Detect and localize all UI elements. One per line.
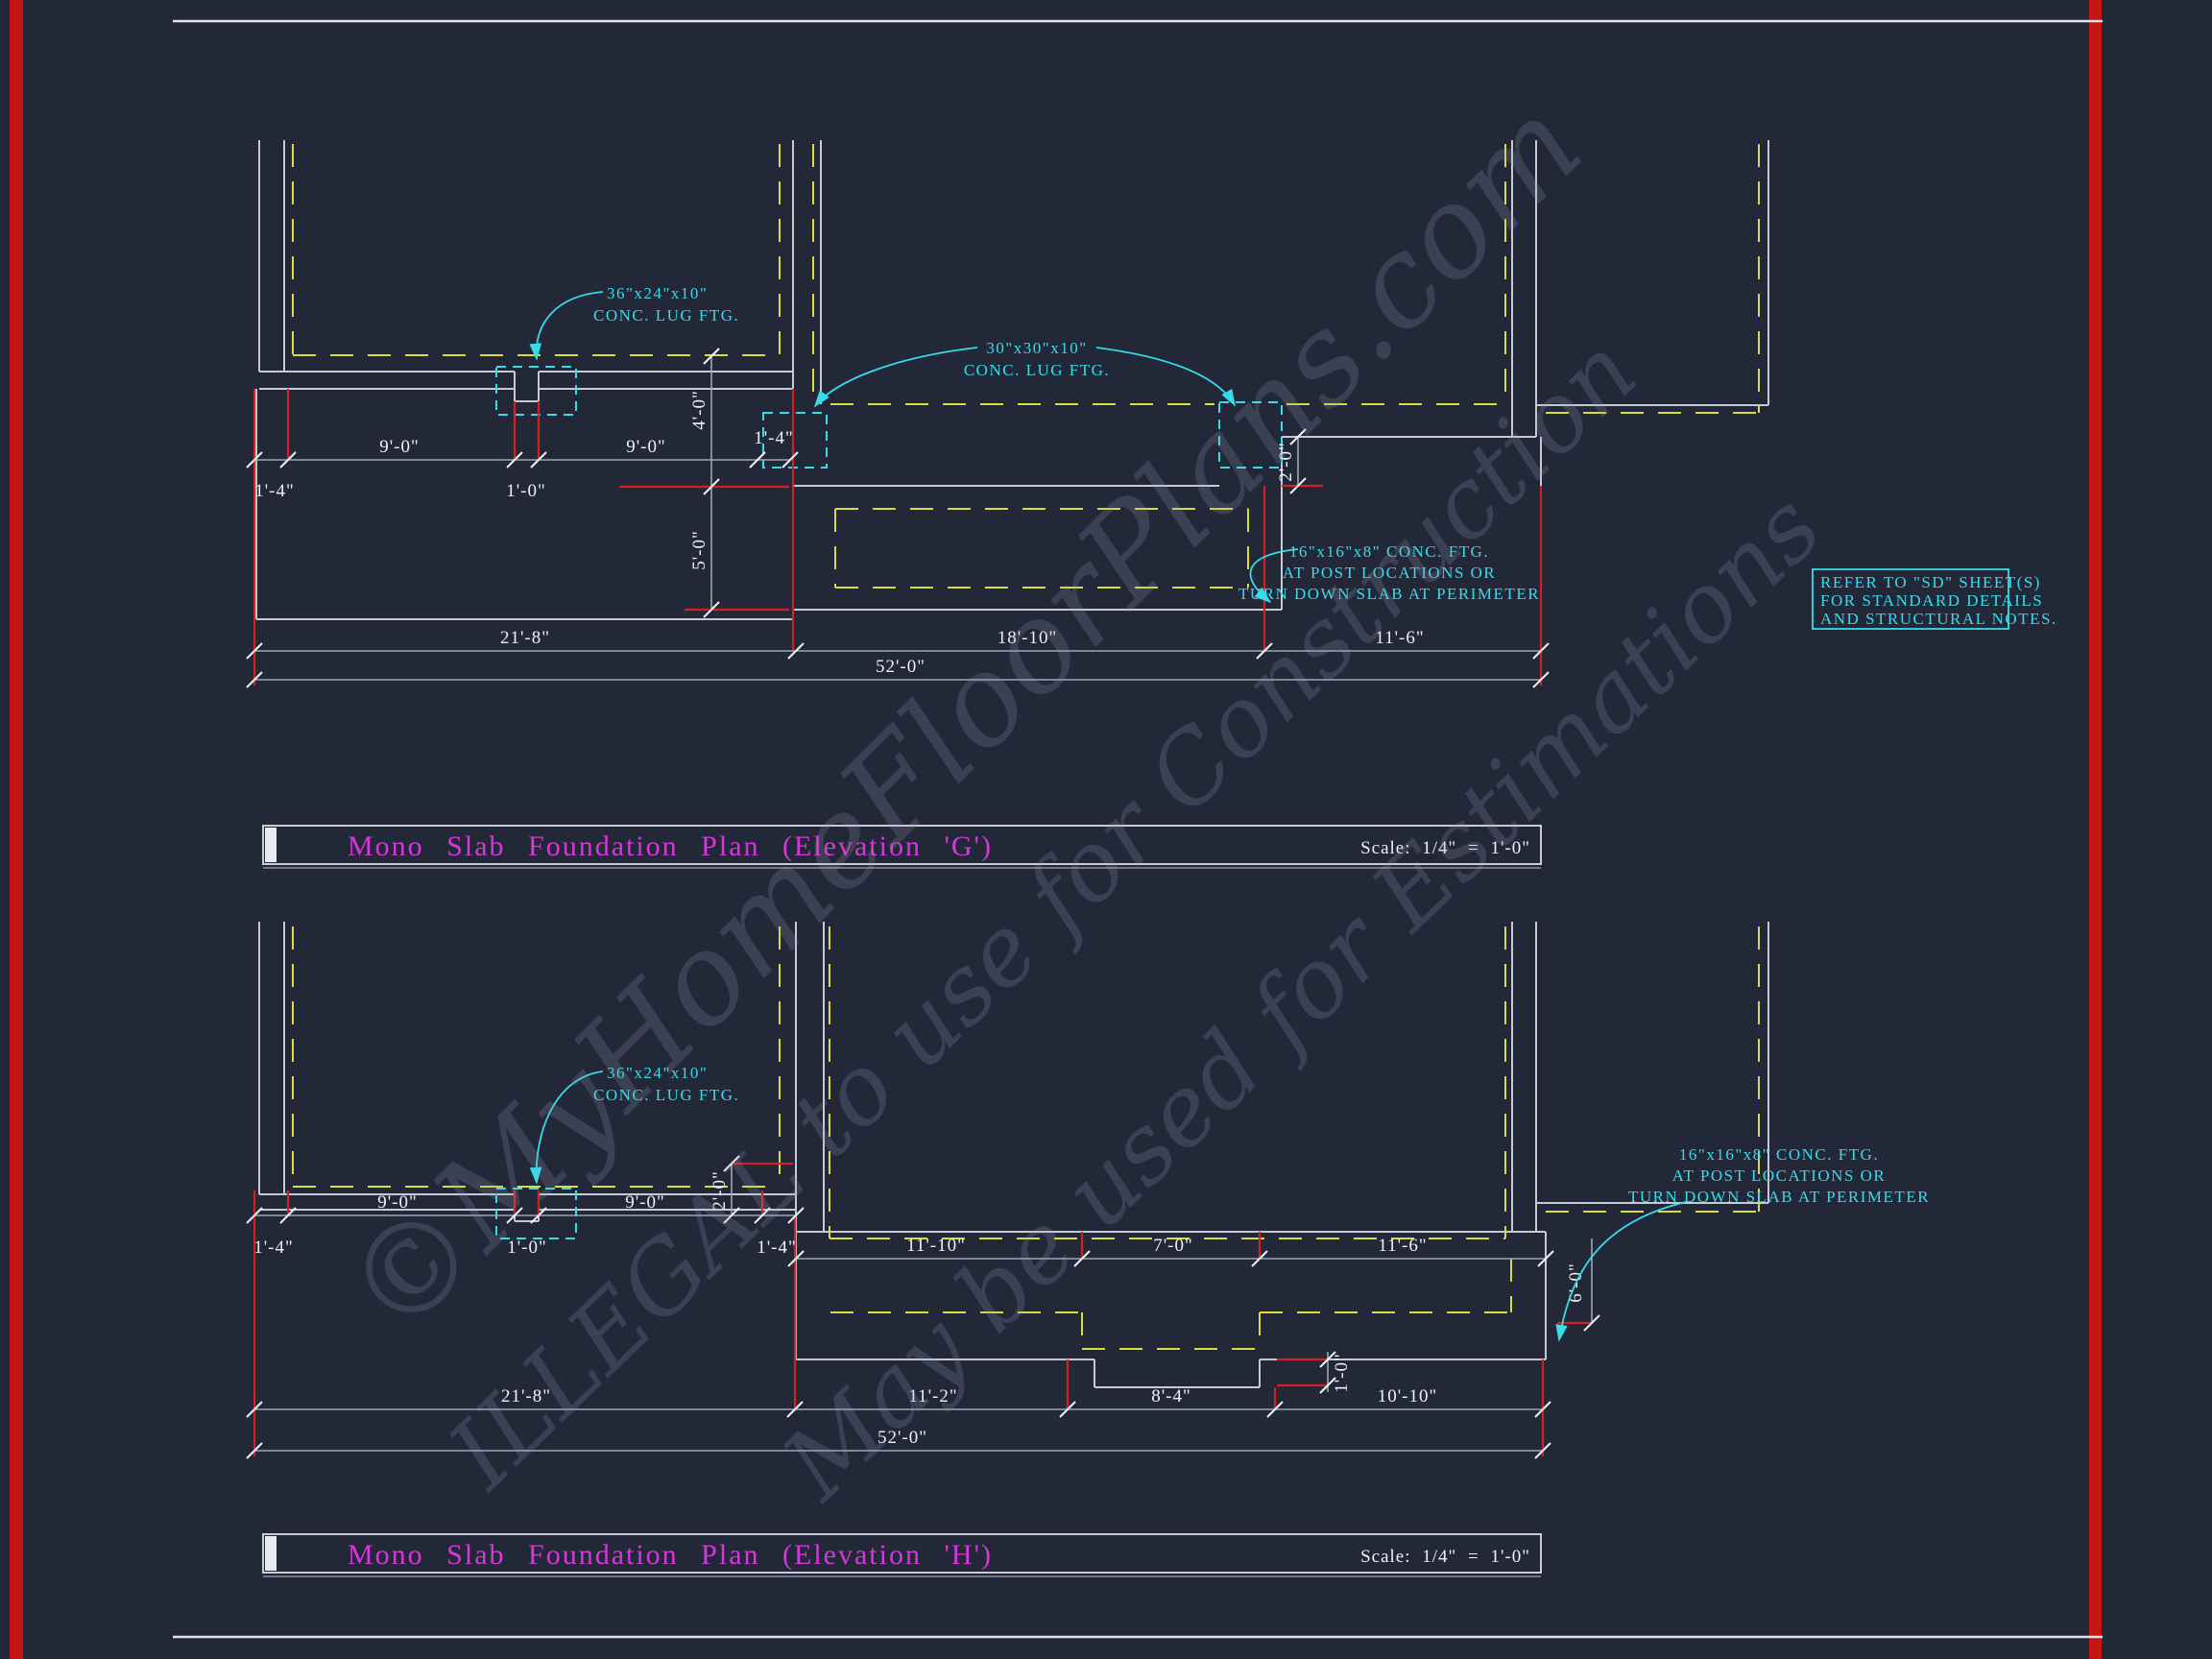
dim-label: 11'-10" xyxy=(906,1236,966,1256)
leader-line xyxy=(1249,548,1299,604)
plan-h-lug-footings xyxy=(495,1188,577,1239)
plan-g-lug-footings xyxy=(495,366,1283,469)
dim-label: 2'-0" xyxy=(709,1170,730,1211)
plan-h-dimension-lines xyxy=(254,1164,1593,1452)
plan-g-slab-dashed xyxy=(292,144,1768,589)
refer-note-line3: AND STRUCTURAL NOTES. xyxy=(1820,610,2057,628)
right-border-bar xyxy=(2089,0,2102,1659)
lug-footing-36x24-box xyxy=(495,1188,577,1239)
note-lug-36x24-line2: CONC. LUG FTG. xyxy=(593,306,739,325)
refer-note-box: REFER TO "SD" SHEET(S) FOR STANDARD DETA… xyxy=(1812,568,2057,630)
watermark: ©MyHomeFloorPlans.com ILLEGAL to use for… xyxy=(317,72,1842,1522)
dim-label: 11'-6" xyxy=(1375,628,1424,648)
note-lug-36x24-line2: CONC. LUG FTG. xyxy=(593,1086,739,1104)
title-bar-h: Mono Slab Foundation Plan (Elevation 'H'… xyxy=(262,1533,1542,1577)
dim-label: 21'-8" xyxy=(500,628,550,648)
sheet-border xyxy=(10,0,2103,1659)
dim-label: 5'-0" xyxy=(689,530,709,570)
note-post-footing-line1: 16"x16"x8" CONC. FTG. xyxy=(1679,1145,1879,1164)
note-lug-30x30-line2: CONC. LUG FTG. xyxy=(964,361,1110,379)
dim-label: 1'-4" xyxy=(254,481,295,501)
plan-h-dim-ticks xyxy=(246,1155,1600,1459)
note-lug-30x30-line1: 30"x30"x10" xyxy=(986,339,1087,357)
plan-g-dim-labels: 9'-0" 9'-0" 1'-4" 1'-4" 1'-0" 4'-0" 5'-0… xyxy=(254,390,1424,677)
note-post-footing-line1: 16"x16"x8" CONC. FTG. xyxy=(1289,542,1489,561)
leader-line xyxy=(529,1070,604,1185)
watermark-line2: ILLEGAL to use for Construction xyxy=(426,315,1658,1510)
leader-line xyxy=(813,347,978,408)
dim-label: 1'-4" xyxy=(253,1238,294,1258)
dim-label: 1'-4" xyxy=(754,428,794,448)
plan-h-slab-dashed xyxy=(292,926,1768,1350)
dim-label: 9'-0" xyxy=(626,437,666,457)
dim-label: 9'-0" xyxy=(377,1192,418,1213)
title-bar-g: Mono Slab Foundation Plan (Elevation 'G'… xyxy=(262,825,1542,869)
plan-h-red-extensions xyxy=(252,1162,1592,1456)
lug-footing-36x24-box xyxy=(495,366,577,416)
dim-label: 21'-8" xyxy=(501,1386,551,1407)
note-post-footing-line3: TURN DOWN SLAB AT PERIMETER xyxy=(1628,1188,1930,1206)
note-lug-36x24-line1: 36"x24"x10" xyxy=(607,1064,708,1082)
plan-h-annotations: 36"x24"x10" CONC. LUG FTG. 16"x16"x8" CO… xyxy=(529,1064,1930,1342)
dim-label: 52'-0" xyxy=(876,657,926,677)
lug-footing-30x30-left-box xyxy=(762,412,828,469)
dim-label: 1'-0" xyxy=(507,1238,547,1258)
dim-label: 8'-4" xyxy=(1151,1386,1191,1407)
plan-g-annotations: 36"x24"x10" CONC. LUG FTG. 30"x30"x10" C… xyxy=(529,284,1540,604)
dim-label: 18'-10" xyxy=(998,628,1058,648)
plan-g-dim-ticks xyxy=(246,348,1550,688)
title-bar-frame xyxy=(262,1533,1542,1574)
plan-g-scale: Scale: 1/4" = 1'-0" xyxy=(1360,838,1530,858)
plan-g-walls xyxy=(255,140,1769,620)
title-bar-frame xyxy=(262,825,1542,865)
note-post-footing-line3: TURN DOWN SLAB AT PERIMETER xyxy=(1238,585,1540,603)
dim-label: 9'-0" xyxy=(379,437,420,457)
left-border-bar xyxy=(10,0,23,1659)
leader-line xyxy=(1095,347,1236,407)
dim-label: 11'-6" xyxy=(1378,1236,1427,1256)
plan-g: 9'-0" 9'-0" 1'-4" 1'-4" 1'-0" 4'-0" 5'-0… xyxy=(246,140,2057,869)
refer-note-line2: FOR STANDARD DETAILS xyxy=(1820,591,2043,610)
plan-h-title: Mono Slab Foundation Plan (Elevation 'H'… xyxy=(348,1539,993,1571)
dim-label: 7'-0" xyxy=(1153,1236,1193,1256)
dim-label: 2'-0" xyxy=(1276,442,1296,482)
title-bar-end-block xyxy=(265,1536,276,1571)
note-post-footing-line2: AT POST LOCATIONS OR xyxy=(1672,1166,1887,1185)
dim-label: 1'-0" xyxy=(1332,1353,1352,1393)
plan-h-walls xyxy=(258,922,1769,1388)
dim-label: 52'-0" xyxy=(878,1428,927,1448)
dim-label: 11'-2" xyxy=(908,1386,957,1407)
note-lug-36x24-line1: 36"x24"x10" xyxy=(607,284,708,302)
plan-g-dimension-lines xyxy=(254,356,1541,681)
plan-g-title: Mono Slab Foundation Plan (Elevation 'G'… xyxy=(348,830,993,862)
title-bar-end-block xyxy=(265,828,276,862)
watermark-line1: ©MyHomeFloorPlans.com xyxy=(317,72,1609,1364)
dim-label: 1'-0" xyxy=(506,481,546,501)
refer-note-border xyxy=(1812,568,2009,630)
plan-h-scale: Scale: 1/4" = 1'-0" xyxy=(1360,1547,1530,1567)
leader-line xyxy=(1555,1201,1687,1342)
refer-note-line1: REFER TO "SD" SHEET(S) xyxy=(1820,573,2041,591)
plan-h: 9'-0" 9'-0" 1'-4" 1'-0" 1'-4" 11'-10" 7'… xyxy=(246,922,1930,1577)
leader-line xyxy=(529,291,604,361)
dim-label: 4'-0" xyxy=(689,390,709,430)
plan-h-dim-labels: 9'-0" 9'-0" 1'-4" 1'-0" 1'-4" 11'-10" 7'… xyxy=(253,1170,1586,1448)
note-post-footing-line2: AT POST LOCATIONS OR xyxy=(1283,564,1497,582)
dim-label: 10'-10" xyxy=(1378,1386,1438,1407)
dim-label: 9'-0" xyxy=(625,1192,665,1213)
dim-label: 1'-4" xyxy=(757,1238,797,1258)
